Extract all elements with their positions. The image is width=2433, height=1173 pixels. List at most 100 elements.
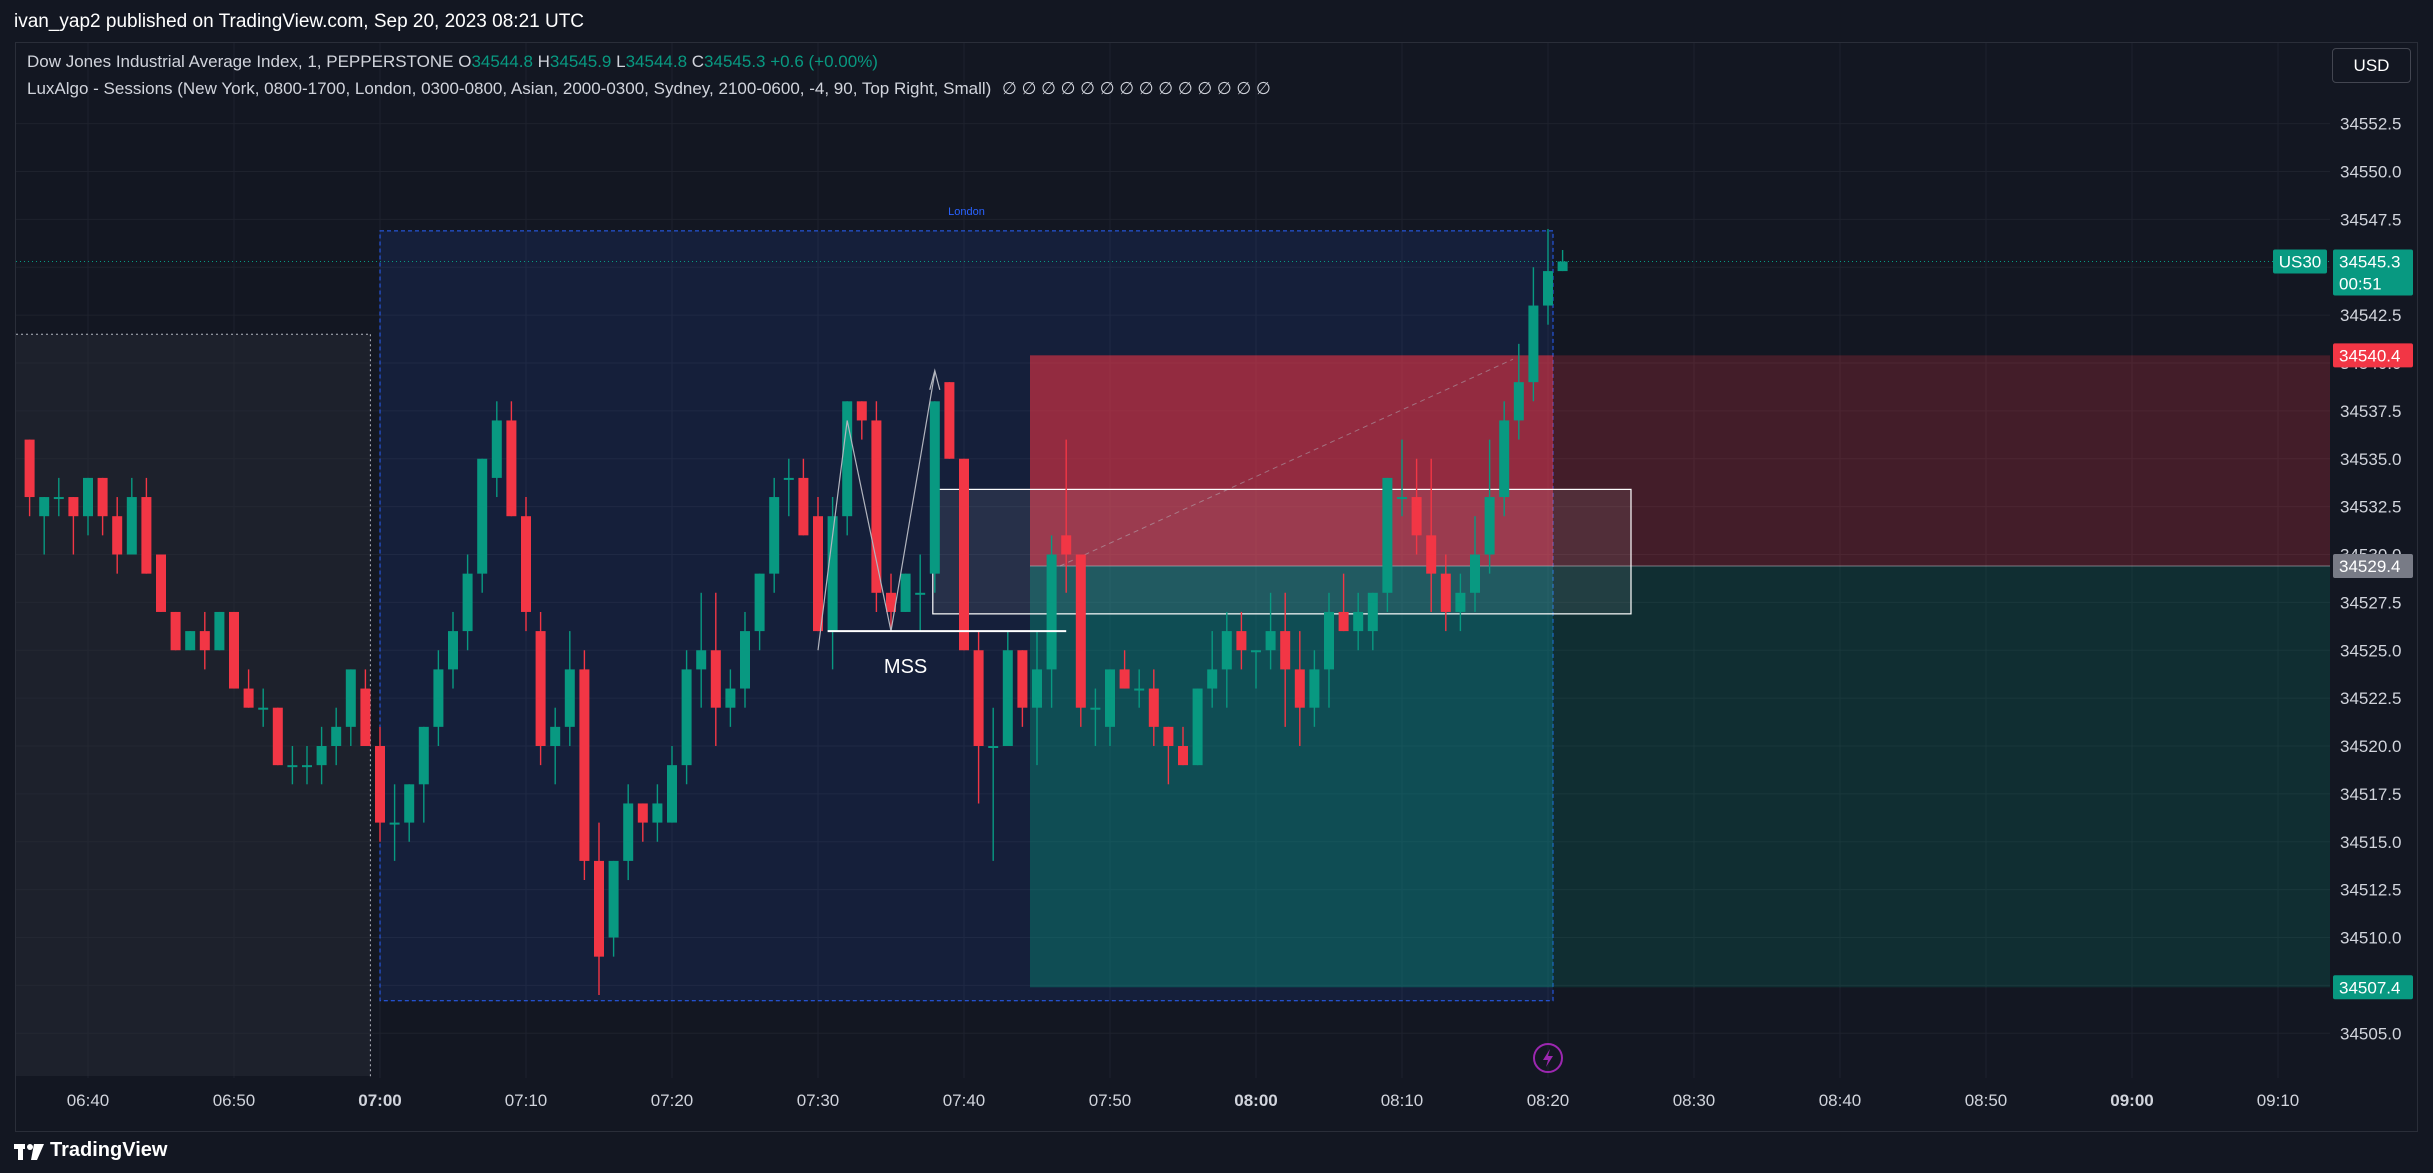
x-tick-label: 07:50 bbox=[1089, 1091, 1132, 1110]
candle-body bbox=[1528, 305, 1539, 383]
x-tick-label: 08:00 bbox=[1234, 1091, 1277, 1110]
candle-body bbox=[389, 822, 400, 825]
candle-body bbox=[871, 420, 882, 593]
open-value: 34544.8 bbox=[471, 52, 533, 71]
candle-body bbox=[1236, 631, 1247, 651]
candle-body bbox=[1353, 611, 1364, 632]
mss-label: MSS bbox=[884, 656, 927, 678]
candle-body bbox=[1499, 420, 1510, 498]
candle-body bbox=[696, 650, 707, 670]
candle-body bbox=[1557, 261, 1568, 272]
x-tick-label: 09:10 bbox=[2257, 1091, 2300, 1110]
tradingview-logo-icon bbox=[14, 1144, 44, 1160]
x-tick-label: 07:00 bbox=[358, 1091, 401, 1110]
candle-body bbox=[491, 420, 502, 478]
publisher-bar: ivan_yap2 published on TradingView.com, … bbox=[0, 0, 2433, 42]
order-block-zone bbox=[932, 488, 1632, 615]
high-label: H bbox=[537, 52, 550, 71]
candle-body bbox=[740, 631, 750, 689]
candle-body bbox=[594, 860, 604, 957]
candle-body bbox=[375, 746, 385, 823]
candlestick-chart[interactable]: LondonMSS34552.534550.034547.534545.0345… bbox=[0, 0, 2433, 1132]
candle-body bbox=[783, 477, 794, 480]
candle-body bbox=[652, 803, 663, 823]
candle-body bbox=[535, 631, 546, 746]
close-value: 34545.3 bbox=[704, 52, 766, 71]
candle-body bbox=[1192, 688, 1203, 766]
candle-body bbox=[24, 439, 35, 498]
candle-body bbox=[1324, 611, 1334, 670]
y-tick-label: 34525.0 bbox=[2340, 641, 2401, 660]
candle-body bbox=[754, 573, 765, 632]
chart-frame bbox=[15, 42, 2418, 1132]
candle-body bbox=[1440, 573, 1451, 612]
candle-body bbox=[1178, 746, 1188, 766]
candle-body bbox=[112, 516, 123, 555]
price-axis-label-bg bbox=[2333, 343, 2413, 368]
candle-body bbox=[287, 765, 298, 768]
candle-body bbox=[1455, 592, 1466, 612]
x-tick-label: 08:20 bbox=[1527, 1091, 1570, 1110]
indicator-values: ∅ ∅ ∅ ∅ ∅ ∅ ∅ ∅ ∅ ∅ ∅ ∅ ∅ ∅ bbox=[1002, 79, 1271, 98]
candle-body bbox=[1207, 669, 1218, 689]
candle-body bbox=[856, 401, 867, 421]
candle-body bbox=[433, 669, 444, 727]
y-tick-label: 34510.0 bbox=[2340, 929, 2401, 948]
y-tick-label: 34535.0 bbox=[2340, 450, 2401, 469]
candle-body bbox=[97, 477, 108, 517]
candle-body bbox=[68, 497, 79, 517]
x-tick-label: 08:10 bbox=[1381, 1091, 1424, 1110]
candle-body bbox=[550, 726, 561, 746]
x-tick-label: 09:00 bbox=[2110, 1091, 2153, 1110]
y-tick-label: 34522.5 bbox=[2340, 689, 2401, 708]
price-axis-label-bg bbox=[2333, 975, 2413, 1000]
candle-body bbox=[813, 516, 823, 632]
x-tick-label: 07:30 bbox=[797, 1091, 840, 1110]
candle-body bbox=[272, 707, 283, 766]
price-axis-label: 34507.4 bbox=[2339, 978, 2400, 997]
candle-body bbox=[900, 573, 911, 612]
candle-body bbox=[842, 401, 853, 517]
candle-body bbox=[769, 497, 780, 574]
indicator-legend[interactable]: LuxAlgo - Sessions (New York, 0800-1700,… bbox=[27, 79, 1271, 99]
stop-zone bbox=[1030, 355, 2330, 566]
candle-body bbox=[506, 420, 517, 517]
candle-body bbox=[1148, 688, 1159, 727]
x-tick-label: 07:40 bbox=[943, 1091, 986, 1110]
y-tick-label: 34517.5 bbox=[2340, 785, 2401, 804]
publisher-text: ivan_yap2 published on TradingView.com, … bbox=[14, 11, 585, 32]
x-tick-label: 07:20 bbox=[651, 1091, 694, 1110]
symbol-legend[interactable]: Dow Jones Industrial Average Index, 1, P… bbox=[27, 52, 878, 72]
swing-structure-line bbox=[817, 372, 936, 651]
candle-body bbox=[1251, 650, 1261, 653]
x-tick-label: 08:40 bbox=[1819, 1091, 1862, 1110]
candle-body bbox=[1543, 271, 1553, 306]
candle-body bbox=[623, 803, 634, 861]
candle-body bbox=[1075, 554, 1086, 708]
currency-button[interactable]: USD bbox=[2332, 48, 2411, 83]
candle-body bbox=[448, 631, 458, 670]
candle-body bbox=[944, 382, 955, 459]
candle-body bbox=[1221, 631, 1232, 670]
candle-body bbox=[1061, 535, 1072, 555]
y-tick-label: 34542.5 bbox=[2340, 306, 2401, 325]
candle-body bbox=[1090, 707, 1101, 710]
candle-body bbox=[199, 631, 210, 651]
x-tick-label: 06:40 bbox=[67, 1091, 110, 1110]
candle-body bbox=[360, 688, 371, 746]
candle-body bbox=[710, 650, 721, 708]
candle-body bbox=[141, 497, 152, 574]
y-tick-label: 34550.0 bbox=[2340, 163, 2401, 182]
session-label: London bbox=[948, 206, 985, 218]
candle-body bbox=[521, 516, 531, 612]
low-label: L bbox=[616, 52, 626, 71]
candle-body bbox=[579, 669, 590, 861]
candle-body bbox=[886, 592, 896, 612]
candle-body bbox=[915, 592, 926, 595]
y-tick-label: 34527.5 bbox=[2340, 593, 2401, 612]
candle-body bbox=[1134, 688, 1145, 691]
candle-body bbox=[302, 765, 312, 768]
prior-session-box bbox=[16, 334, 371, 1076]
y-tick-label: 34537.5 bbox=[2340, 402, 2401, 421]
countdown-label: 00:51 bbox=[2339, 275, 2382, 294]
